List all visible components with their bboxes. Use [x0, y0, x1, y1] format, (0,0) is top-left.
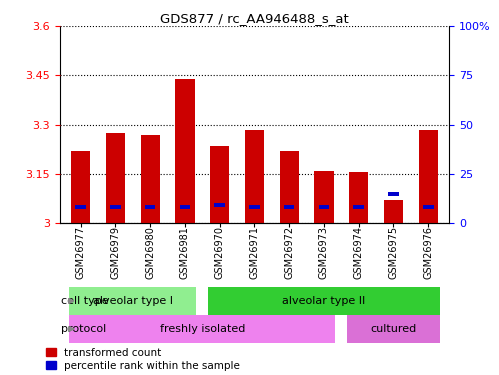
Bar	[423, 206, 434, 209]
Text: freshly isolated: freshly isolated	[160, 324, 245, 334]
Bar	[215, 204, 225, 207]
Bar	[71, 151, 90, 223]
Bar	[314, 171, 333, 223]
Text: cultured: cultured	[370, 324, 417, 334]
Bar	[69, 315, 335, 343]
Text: alveolar type I: alveolar type I	[93, 296, 173, 306]
Bar	[388, 192, 399, 196]
Text: GSM26977: GSM26977	[76, 226, 86, 279]
Bar	[110, 206, 121, 209]
Text: GSM26971: GSM26971	[250, 226, 259, 279]
Bar	[349, 172, 368, 223]
Bar	[245, 130, 264, 223]
Title: GDS877 / rc_AA946488_s_at: GDS877 / rc_AA946488_s_at	[160, 12, 349, 25]
Bar	[210, 146, 230, 223]
Bar	[75, 206, 86, 209]
Bar	[284, 206, 294, 209]
Bar	[353, 206, 364, 209]
Text: GSM26981: GSM26981	[180, 226, 190, 279]
Bar	[141, 135, 160, 223]
Bar	[209, 287, 440, 315]
Text: cell type: cell type	[60, 296, 108, 306]
Text: alveolar type II: alveolar type II	[282, 296, 366, 306]
Text: GSM26980: GSM26980	[145, 226, 155, 279]
Text: GSM26972: GSM26972	[284, 226, 294, 279]
Bar	[319, 206, 329, 209]
Bar	[145, 206, 156, 209]
Text: GSM26973: GSM26973	[319, 226, 329, 279]
Text: GSM26975: GSM26975	[389, 226, 399, 279]
Text: GSM26976: GSM26976	[423, 226, 433, 279]
Bar	[180, 206, 190, 209]
Text: protocol: protocol	[60, 324, 106, 334]
Bar	[384, 200, 403, 223]
Bar	[279, 151, 299, 223]
Bar	[106, 133, 125, 223]
Bar	[176, 79, 195, 223]
Text: GSM26970: GSM26970	[215, 226, 225, 279]
Text: GSM26974: GSM26974	[354, 226, 364, 279]
Bar	[419, 130, 438, 223]
Bar	[69, 287, 196, 315]
Bar	[249, 206, 260, 209]
Text: GSM26979: GSM26979	[110, 226, 120, 279]
Bar	[347, 315, 440, 343]
Legend: transformed count, percentile rank within the sample: transformed count, percentile rank withi…	[45, 348, 240, 370]
